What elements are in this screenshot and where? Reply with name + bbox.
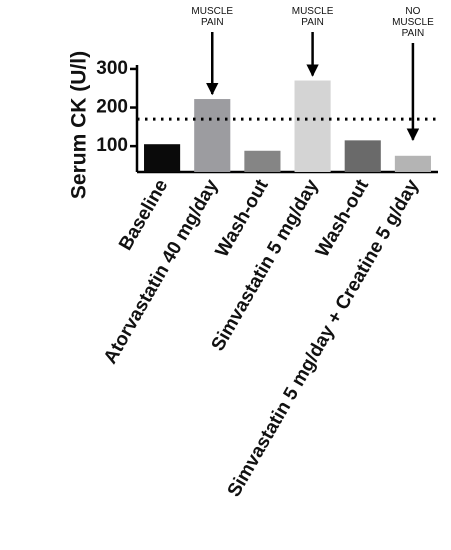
y-tick-label: 100 [96, 135, 128, 156]
y-tick-label: 200 [96, 97, 128, 118]
x-tick-label: Simvastatin 5 mg/day [208, 176, 324, 355]
bar [244, 150, 281, 172]
annotation-text: PAIN [301, 17, 324, 28]
annotation: Simvastatin 5 mg/day + Creatine 5 g/dayN… [392, 6, 434, 142]
x-tick-label: Baseline [115, 176, 172, 254]
annotation-text: MUSCLE [392, 17, 434, 28]
bar [294, 80, 331, 172]
x-tick-label: Simvastatin 5 mg/day + Creatine 5 g/day [224, 176, 424, 501]
annotation-text: PAIN [201, 17, 224, 28]
bar [144, 144, 181, 172]
annotation-text: MUSCLE [191, 6, 233, 17]
y-tick-label: 300 [96, 58, 128, 79]
annotation-text: PAIN [402, 28, 425, 39]
bar [344, 140, 381, 172]
bar [394, 155, 431, 172]
y-axis-label: Serum CK (U/l) [68, 51, 91, 199]
bar [194, 99, 231, 172]
annotation-text: NO [405, 6, 420, 17]
annotation-text: MUSCLE [292, 6, 334, 17]
